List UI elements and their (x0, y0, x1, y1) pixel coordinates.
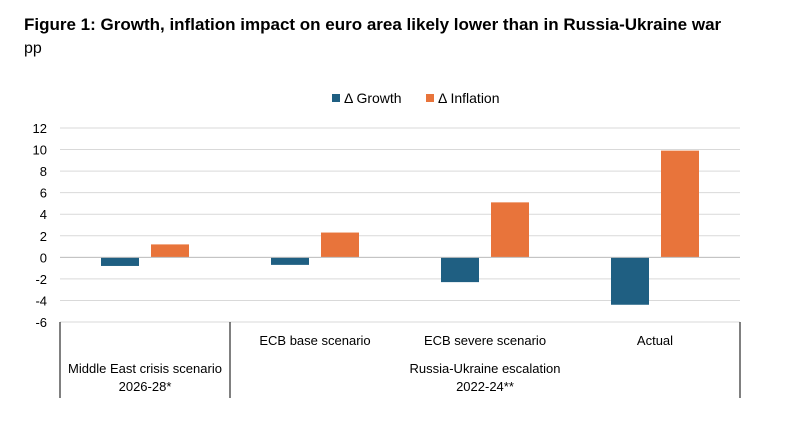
bar-growth (101, 257, 139, 266)
y-tick-label: 2 (40, 229, 47, 244)
y-tick-label: -6 (35, 315, 47, 330)
y-tick-label: -2 (35, 272, 47, 287)
y-tick-label: 6 (40, 186, 47, 201)
bar-inflation (661, 150, 699, 258)
legend-label: Δ Growth (344, 90, 402, 106)
group-label: 2026-28* (119, 379, 172, 394)
chart-title: Figure 1: Growth, inflation impact on eu… (24, 15, 722, 34)
y-tick-label: -4 (35, 293, 47, 308)
bar-inflation (151, 244, 189, 258)
bar-growth (271, 257, 309, 265)
category-label: ECB severe scenario (424, 333, 546, 348)
y-tick-label: 12 (33, 121, 47, 136)
y-tick-label: 10 (33, 143, 47, 158)
bar-growth (611, 257, 649, 305)
category-label: ECB base scenario (259, 333, 370, 348)
legend-swatch (426, 94, 434, 102)
bar-inflation (321, 232, 359, 258)
y-tick-label: 0 (40, 250, 47, 265)
group-label: Russia-Ukraine escalation (409, 361, 560, 376)
chart-subtitle: pp (24, 40, 42, 57)
bar-inflation (491, 202, 529, 258)
legend-swatch (332, 94, 340, 102)
bar-growth (441, 257, 479, 283)
legend-label: Δ Inflation (438, 90, 500, 106)
y-tick-label: 4 (40, 207, 47, 222)
y-tick-label: 8 (40, 164, 47, 179)
category-label: Actual (637, 333, 673, 348)
group-label: Middle East crisis scenario (68, 361, 222, 376)
group-label: 2022-24** (456, 379, 514, 394)
